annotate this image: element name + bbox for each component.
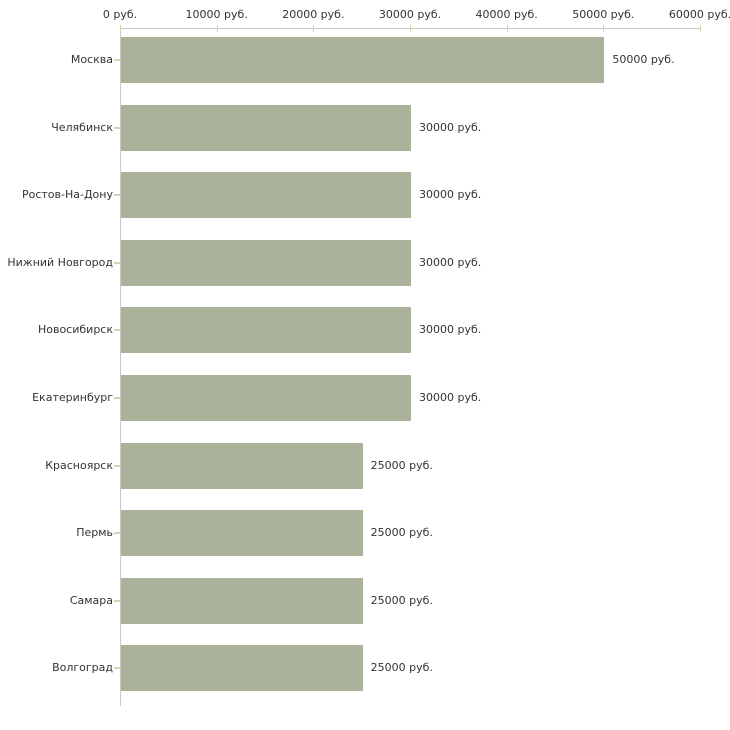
bar bbox=[121, 239, 411, 286]
category-label: Самара bbox=[69, 593, 113, 607]
category-tick bbox=[114, 194, 120, 197]
x-axis-tick-label: 60000 руб. bbox=[668, 8, 730, 21]
bar bbox=[121, 577, 363, 624]
x-axis-tick bbox=[603, 25, 605, 32]
bar bbox=[121, 104, 411, 151]
category-tick bbox=[114, 329, 120, 332]
category-label: Екатеринбург bbox=[32, 391, 113, 404]
category-label: Москва bbox=[70, 53, 113, 66]
value-label: 25000 руб. bbox=[370, 593, 433, 607]
x-axis-tick bbox=[313, 25, 315, 32]
category-label: Новосибирск bbox=[37, 323, 113, 337]
x-axis-tick bbox=[410, 25, 411, 32]
category-tick bbox=[114, 464, 120, 467]
x-axis-tick-label: 30000 руб. bbox=[378, 8, 442, 21]
category-tick bbox=[114, 397, 120, 399]
bar bbox=[121, 375, 411, 421]
x-axis-tick bbox=[506, 25, 508, 32]
value-label: 30000 руб. bbox=[419, 120, 482, 134]
bar bbox=[121, 645, 363, 692]
category-tick bbox=[114, 261, 120, 264]
bar bbox=[121, 442, 363, 489]
x-axis-tick-label: 10000 руб. bbox=[185, 8, 248, 21]
value-label: 30000 руб. bbox=[419, 323, 482, 337]
x-axis-tick-label: 50000 руб. bbox=[572, 8, 635, 21]
category-label: Челябинск bbox=[51, 120, 113, 134]
value-label: 30000 руб. bbox=[419, 255, 482, 269]
x-axis-tick-label: 20000 руб. bbox=[282, 8, 345, 21]
bar bbox=[121, 37, 605, 83]
category-label: Красноярск bbox=[45, 458, 113, 472]
category-tick bbox=[114, 59, 120, 61]
bar bbox=[121, 510, 363, 557]
x-axis-tick bbox=[120, 25, 121, 32]
value-label: 25000 руб. bbox=[370, 526, 433, 540]
bar bbox=[121, 172, 411, 219]
bar bbox=[121, 307, 411, 354]
category-tick bbox=[114, 532, 120, 535]
category-tick bbox=[114, 667, 120, 670]
category-tick bbox=[114, 599, 120, 602]
x-axis-tick-label: 0 руб. bbox=[102, 8, 138, 21]
value-label: 30000 руб. bbox=[419, 391, 482, 404]
value-label: 50000 руб. bbox=[612, 53, 675, 66]
value-label: 25000 руб. bbox=[370, 458, 433, 472]
category-tick bbox=[114, 126, 120, 129]
x-axis-tick bbox=[700, 25, 701, 32]
value-label: 30000 руб. bbox=[419, 188, 482, 202]
x-axis-tick-label: 40000 руб. bbox=[475, 8, 538, 21]
category-label: Нижний Новгород bbox=[7, 255, 113, 269]
y-axis-line bbox=[120, 28, 121, 706]
category-label: Пермь bbox=[76, 526, 113, 540]
category-label: Волгоград bbox=[52, 661, 113, 675]
value-label: 25000 руб. bbox=[370, 661, 433, 675]
category-label: Ростов-На-Дону bbox=[21, 188, 113, 202]
x-axis-tick bbox=[216, 25, 218, 32]
